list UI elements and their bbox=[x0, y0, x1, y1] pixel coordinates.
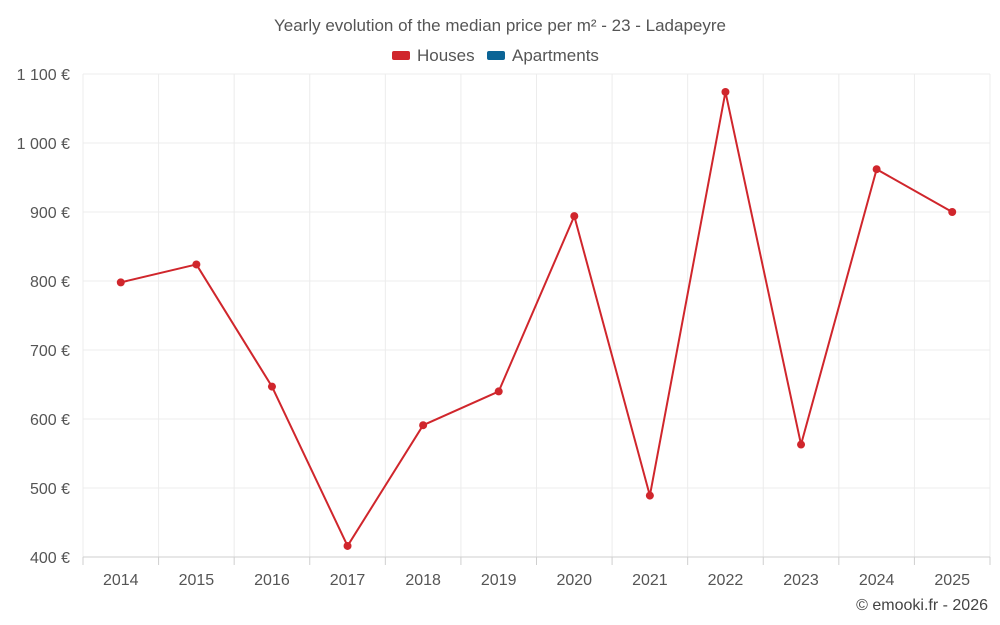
vertical-gridlines bbox=[82, 74, 991, 557]
y-tick-label: 400 € bbox=[30, 550, 70, 567]
chart-title: Yearly evolution of the median price per… bbox=[274, 16, 726, 35]
y-tick-label: 1 000 € bbox=[17, 136, 70, 153]
data-point-houses-2020[interactable] bbox=[570, 212, 579, 221]
data-point-houses-2024[interactable] bbox=[872, 165, 881, 174]
data-point-houses-2019[interactable] bbox=[494, 387, 503, 396]
legend-label-apartments: Apartments bbox=[512, 46, 599, 65]
x-tick-label: 2016 bbox=[254, 572, 290, 589]
data-point-houses-2014[interactable] bbox=[116, 278, 125, 287]
x-tick-label: 2018 bbox=[405, 572, 441, 589]
series-houses bbox=[116, 87, 957, 550]
legend-swatch-apartments bbox=[487, 51, 505, 60]
legend: Houses Apartments bbox=[392, 46, 599, 65]
x-tick-label: 2021 bbox=[632, 572, 668, 589]
x-tick-label: 2020 bbox=[556, 572, 592, 589]
data-point-houses-2017[interactable] bbox=[343, 541, 352, 550]
x-tick-label: 2023 bbox=[783, 572, 819, 589]
x-axis-ticks: 2014 2015 2016 2017 2018 2019 2020 2021 2022 2023… bbox=[82, 557, 991, 589]
y-tick-label: 500 € bbox=[30, 481, 70, 498]
data-point-houses-2022[interactable] bbox=[721, 87, 730, 96]
x-tick-label: 2022 bbox=[708, 572, 744, 589]
data-point-houses-2025[interactable] bbox=[948, 208, 957, 216]
y-tick-label: 800 € bbox=[30, 274, 70, 291]
x-tick-label: 2024 bbox=[859, 572, 895, 589]
data-point-houses-2016[interactable] bbox=[267, 382, 276, 391]
copyright-credit: © emooki.fr - 2026 bbox=[856, 597, 988, 614]
x-tick-label: 2025 bbox=[934, 572, 970, 589]
y-tick-label: 600 € bbox=[30, 412, 70, 429]
series-line-houses bbox=[120, 90, 953, 547]
data-point-houses-2021[interactable] bbox=[645, 491, 654, 500]
data-point-houses-2023[interactable] bbox=[797, 440, 806, 449]
legend-label-houses: Houses bbox=[417, 46, 475, 65]
legend-item-apartments[interactable]: Apartments bbox=[487, 46, 599, 65]
x-tick-label: 2014 bbox=[103, 572, 139, 589]
legend-item-houses[interactable]: Houses bbox=[392, 46, 475, 65]
data-point-houses-2015[interactable] bbox=[192, 260, 201, 269]
y-tick-label: 1 100 € bbox=[17, 67, 70, 84]
x-tick-label: 2017 bbox=[330, 572, 366, 589]
x-tick-label: 2019 bbox=[481, 572, 517, 589]
y-tick-label: 900 € bbox=[30, 205, 70, 222]
legend-swatch-houses bbox=[392, 51, 410, 60]
y-axis-ticks: 400 € 500 € 600 € 700 € 800 € 900 € 1 000 € 1 1… bbox=[17, 67, 70, 567]
y-tick-label: 700 € bbox=[30, 343, 70, 360]
data-point-houses-2018[interactable] bbox=[419, 421, 428, 430]
x-tick-label: 2015 bbox=[179, 572, 215, 589]
